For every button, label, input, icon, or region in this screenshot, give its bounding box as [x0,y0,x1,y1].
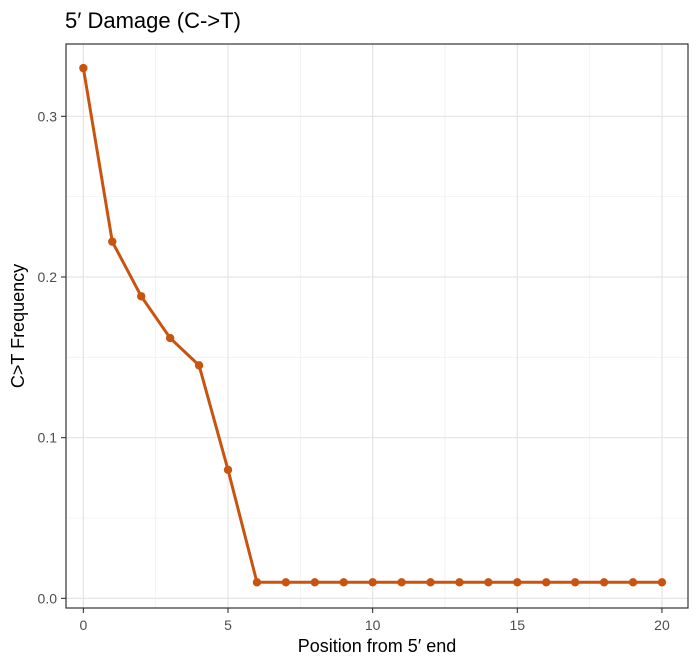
y-tick-label: 0.1 [38,430,58,446]
y-tick-label: 0.3 [38,108,58,124]
data-point [223,465,233,475]
data-point [252,578,262,587]
data-point [426,578,435,587]
y-tick-label: 0.2 [38,269,58,285]
y-tick-label: 0.0 [38,590,58,606]
x-axis-title: Position from 5′ end [298,636,456,656]
data-point [542,578,551,587]
data-point [599,578,609,587]
x-tick-label: 0 [79,617,87,633]
x-tick-label: 10 [365,617,381,633]
data-point [165,333,175,343]
y-axis-title: C>T Frequency [8,264,28,388]
panel-border [65,43,689,609]
chart-title: 5′ Damage (C->T) [65,8,241,33]
data-point [368,578,377,587]
data-point [657,578,667,587]
data-point [339,578,348,587]
data-point [108,237,117,246]
data-point [455,578,464,587]
data-point [79,63,88,73]
data-point [628,578,638,587]
data-point [310,578,319,587]
data-point [281,578,291,587]
x-tick-label: 5 [224,617,232,633]
x-tick-label: 15 [510,617,526,633]
data-point [570,578,580,587]
plot-area: 0 5 10 15 20 0.0 0.1 0.2 0.3 [38,43,689,633]
x-tick-label: 20 [654,617,670,633]
data-point [137,292,146,301]
data-point [397,578,406,587]
data-point [194,361,204,370]
data-point [484,578,493,587]
data-point [513,578,522,587]
